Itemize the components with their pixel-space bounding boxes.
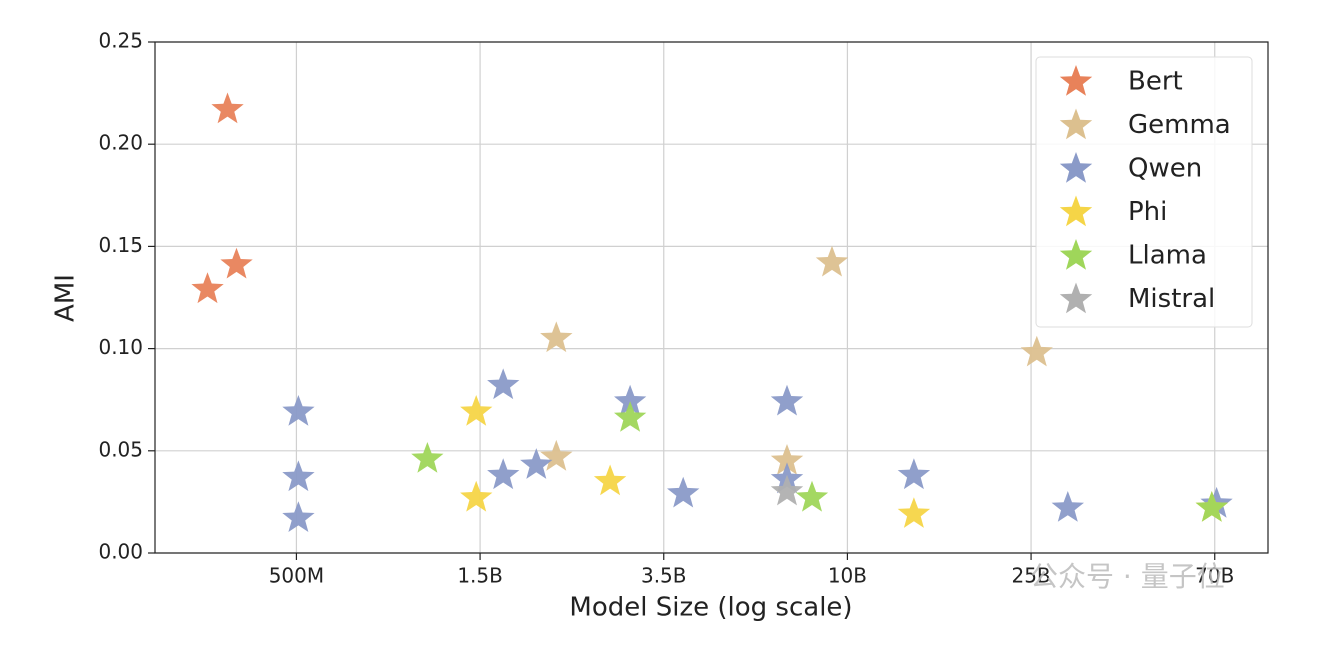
y-tick-label: 0.15 bbox=[98, 233, 143, 257]
x-tick-label: 70B bbox=[1195, 564, 1234, 588]
point bbox=[770, 474, 804, 506]
point bbox=[520, 448, 553, 479]
point bbox=[815, 245, 849, 277]
point bbox=[282, 395, 315, 426]
x-axis-label: Model Size (log scale) bbox=[569, 593, 852, 623]
legend-marker bbox=[1059, 282, 1093, 314]
point bbox=[593, 464, 627, 496]
legend-label: Bert bbox=[1128, 67, 1183, 97]
point bbox=[460, 395, 493, 426]
point bbox=[220, 247, 253, 279]
legend-label: Phi bbox=[1128, 197, 1167, 227]
point bbox=[211, 92, 244, 124]
point bbox=[770, 384, 804, 416]
point bbox=[770, 444, 804, 475]
legend-marker bbox=[1059, 65, 1093, 96]
point bbox=[487, 368, 520, 400]
point bbox=[897, 458, 931, 490]
legend-marker bbox=[1059, 108, 1093, 140]
point bbox=[411, 442, 444, 473]
legend-marker bbox=[1059, 239, 1093, 270]
x-tick-label: 25B bbox=[1011, 564, 1050, 588]
point bbox=[1051, 491, 1084, 522]
x-tick-label: 3.5B bbox=[641, 564, 687, 588]
y-tick-label: 0.05 bbox=[98, 437, 143, 461]
plot-frame bbox=[154, 41, 1269, 554]
point bbox=[487, 458, 520, 490]
y-axis-label: AMI bbox=[51, 274, 81, 322]
x-tick-label: 500M bbox=[269, 564, 324, 588]
legend-box bbox=[1035, 56, 1253, 328]
point bbox=[460, 480, 493, 512]
x-tick-label: 10B bbox=[828, 564, 867, 588]
y-tick-label: 0.25 bbox=[98, 29, 143, 53]
point bbox=[282, 460, 315, 492]
point bbox=[540, 321, 573, 353]
point bbox=[191, 272, 224, 304]
point bbox=[540, 439, 573, 471]
point bbox=[614, 401, 647, 432]
y-tick-label: 0.00 bbox=[98, 540, 143, 564]
point bbox=[1195, 491, 1228, 522]
legend-label: Qwen bbox=[1128, 154, 1202, 184]
legend-label: Mistral bbox=[1128, 284, 1215, 314]
point bbox=[795, 480, 829, 512]
point bbox=[667, 476, 700, 508]
point bbox=[897, 497, 931, 528]
y-tick-label: 0.10 bbox=[98, 335, 143, 359]
legend-label: Llama bbox=[1128, 241, 1207, 271]
legend-marker bbox=[1059, 195, 1093, 227]
legend-marker bbox=[1059, 152, 1093, 183]
x-tick-label: 1.5B bbox=[457, 564, 503, 588]
watermark: 公众号 · 量子位 bbox=[1030, 560, 1225, 593]
y-tick-label: 0.20 bbox=[98, 131, 143, 155]
point bbox=[282, 501, 315, 532]
point bbox=[614, 384, 647, 416]
point bbox=[1200, 486, 1233, 518]
point bbox=[1020, 335, 1053, 367]
legend-label: Gemma bbox=[1128, 110, 1231, 140]
